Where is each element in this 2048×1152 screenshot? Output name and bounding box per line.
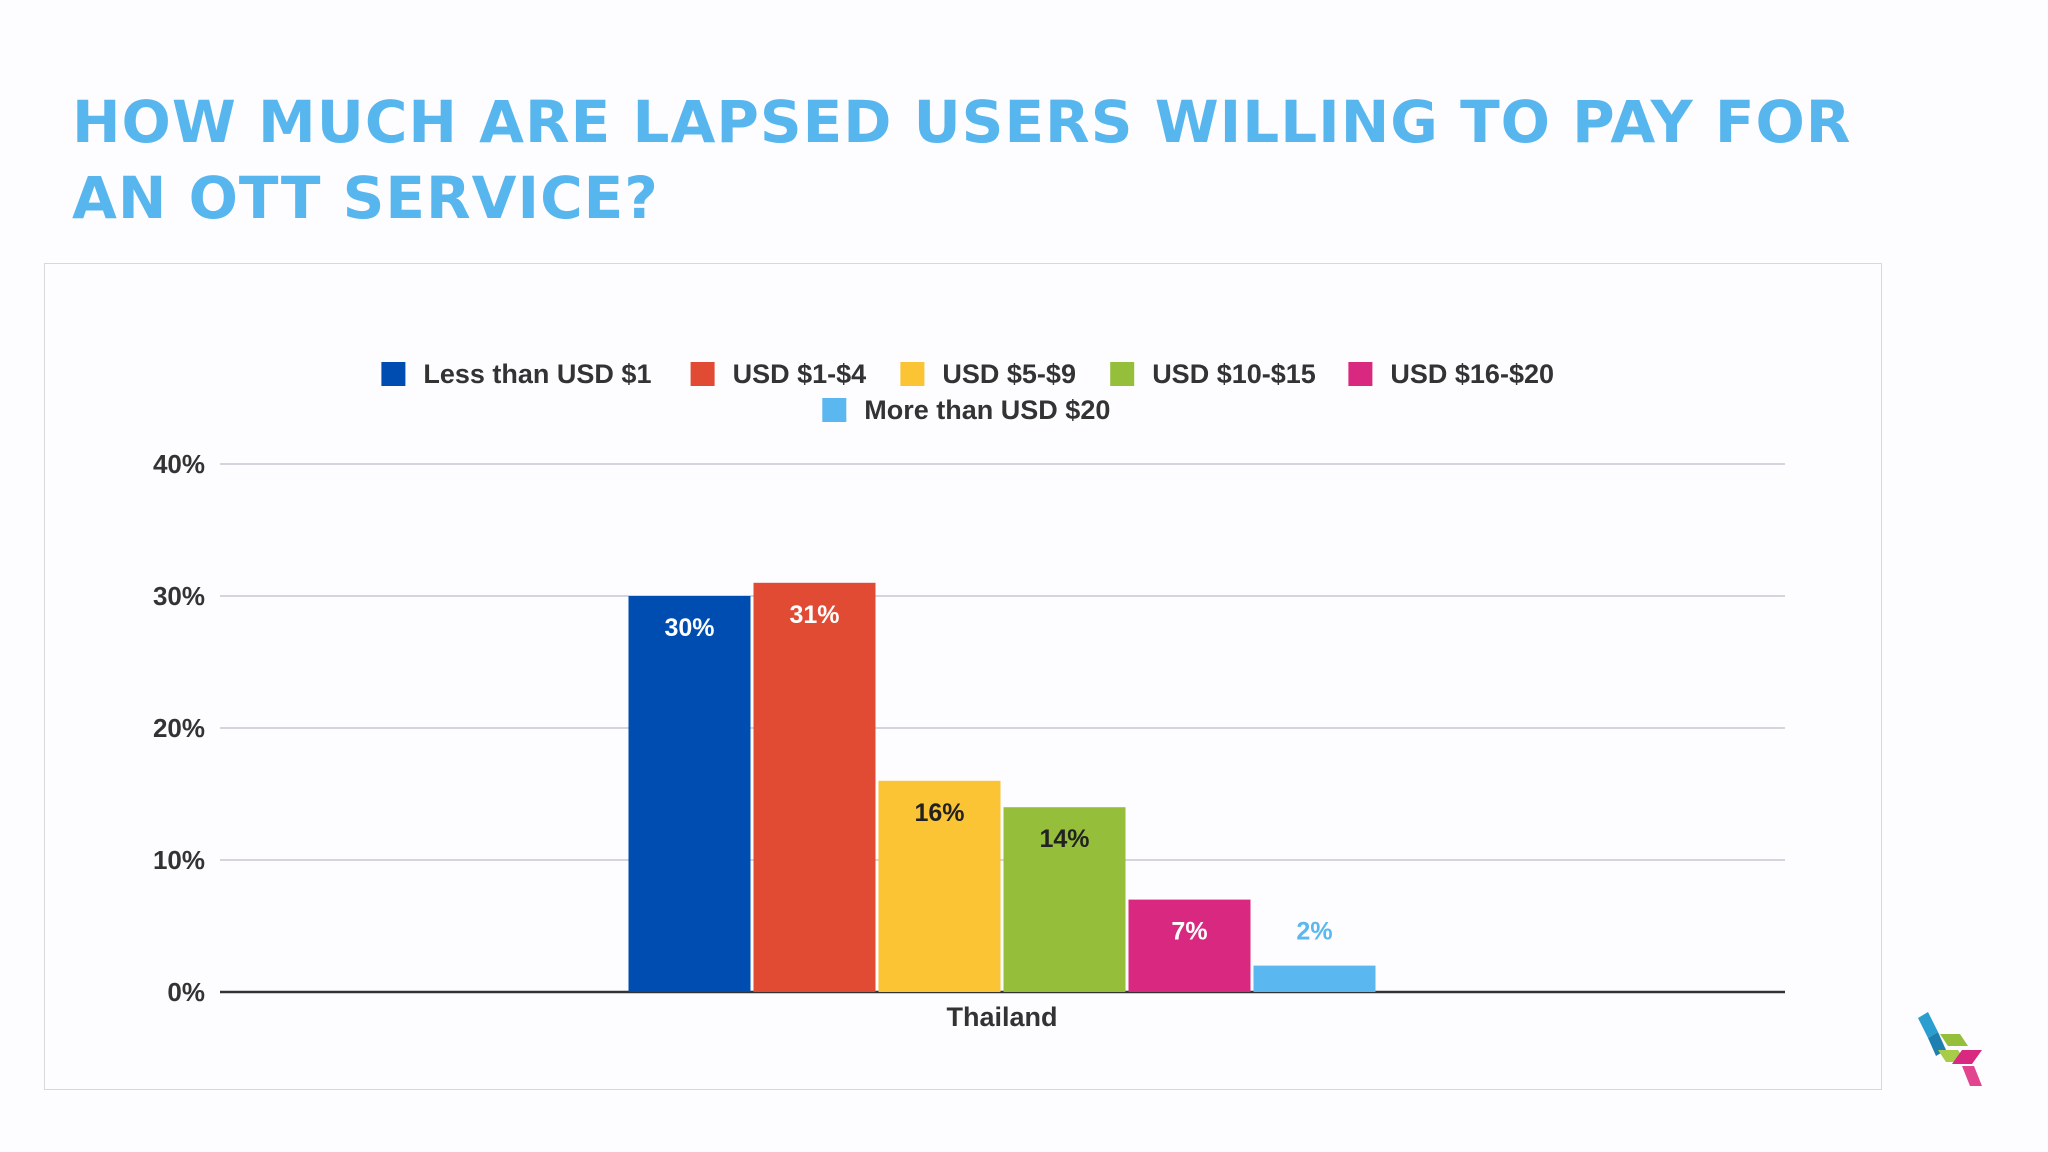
legend-swatch — [381, 362, 406, 386]
legend-swatch — [822, 398, 847, 422]
bar — [878, 780, 1001, 992]
bar-value-label: 14% — [1039, 825, 1089, 853]
chart-bars — [628, 582, 1376, 992]
legend-swatch — [690, 362, 715, 386]
bar-chart: Less than USD $1 USD $1-$4 USD $5-$9 USD $1… — [153, 359, 1785, 1032]
legend-label: USD $16-$20 — [1390, 359, 1554, 389]
y-tick-label: 10% — [153, 845, 205, 875]
cube-logo-icon — [1918, 1012, 1982, 1086]
legend-item: USD $5-$9 — [900, 359, 1076, 389]
legend-item: Less than USD $1 — [381, 359, 651, 389]
y-tick-label: 40% — [153, 449, 205, 479]
legend-label: USD $10-$15 — [1152, 359, 1316, 389]
chart-legend: Less than USD $1 USD $1-$4 USD $5-$9 USD $1… — [381, 359, 1554, 425]
y-tick-label: 20% — [153, 713, 205, 743]
bar-value-label: 30% — [664, 614, 714, 642]
y-axis-ticks: 0% 10% 20% 30% 40% — [153, 449, 205, 1007]
bar — [628, 596, 751, 992]
legend-label: Less than USD $1 — [423, 359, 651, 389]
chart-frame: Less than USD $1 USD $1-$4 USD $5-$9 USD $1… — [44, 263, 1882, 1090]
legend-item: More than USD $20 — [822, 395, 1110, 425]
legend-item: USD $16-$20 — [1348, 359, 1554, 389]
bar-value-label: 16% — [914, 799, 964, 827]
bar — [753, 582, 876, 992]
bar — [1003, 807, 1126, 992]
y-tick-label: 0% — [167, 977, 205, 1007]
x-category-label: Thailand — [946, 1002, 1057, 1032]
legend-swatch — [1110, 362, 1135, 386]
legend-item: USD $1-$4 — [690, 359, 867, 389]
y-tick-label: 30% — [153, 581, 205, 611]
page-title: HOW MUCH ARE LAPSED USERS WILLING TO PAY… — [72, 88, 1852, 232]
legend-label: USD $5-$9 — [942, 359, 1076, 389]
legend-label: USD $1-$4 — [733, 359, 867, 389]
legend-swatch — [900, 362, 925, 386]
bar-value-label: 7% — [1171, 918, 1207, 946]
chart-grid — [220, 463, 1785, 994]
bar-value-label: 31% — [789, 601, 839, 629]
legend-item: USD $10-$15 — [1110, 359, 1316, 389]
bar — [1128, 899, 1251, 992]
legend-swatch — [1348, 362, 1373, 386]
x-axis-labels: Thailand — [946, 1002, 1057, 1032]
bar-value-label: 2% — [1296, 918, 1332, 946]
bar-value-labels: 30% 31% 16% 14% 7% 2% — [664, 601, 1332, 946]
legend-label: More than USD $20 — [864, 395, 1110, 425]
bar — [1253, 965, 1376, 992]
